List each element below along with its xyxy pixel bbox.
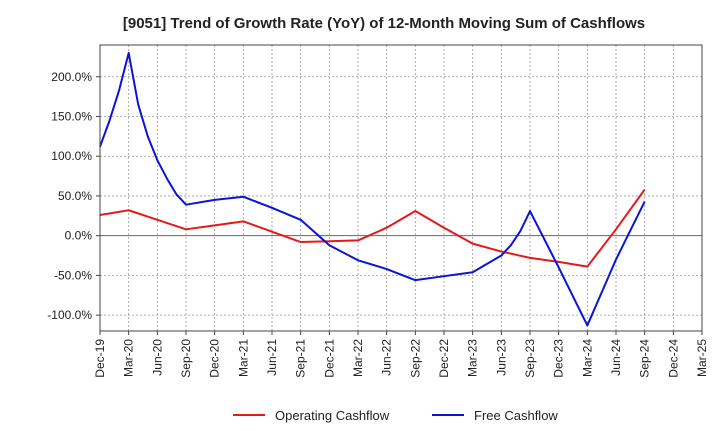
series-layer — [99, 44, 703, 332]
x-tick-label: Mar-21 — [236, 339, 250, 377]
x-tick-label: Jun-22 — [380, 339, 394, 376]
x-tick-label: Sep-20 — [179, 339, 193, 378]
x-tick-label: Mar-23 — [466, 339, 480, 377]
x-tick-label: Dec-24 — [666, 339, 680, 378]
y-axis: -100.0% -50.0% 0.0% 50.0% 100.0% 150.0% 200.0% — [47, 70, 100, 322]
x-tick-label: Mar-25 — [695, 339, 709, 377]
legend-label: Free Cashflow — [474, 408, 558, 423]
y-tick-label: 150.0% — [51, 110, 92, 124]
series-line-operating-cashflow — [99, 189, 646, 268]
legend-label: Operating Cashflow — [275, 408, 390, 423]
y-tick-label: -100.0% — [47, 308, 92, 322]
grid — [99, 45, 703, 331]
x-axis: Dec-19 Mar-20 Jun-20 Sep-20 Dec-20 Mar-21 Jun-… — [93, 331, 709, 378]
x-tick-label: Mar-24 — [580, 339, 594, 377]
x-tick-label: Sep-22 — [408, 339, 422, 378]
x-tick-label: Dec-20 — [208, 339, 222, 378]
x-tick-label: Jun-21 — [265, 339, 279, 376]
x-tick-label: Sep-24 — [638, 339, 652, 378]
x-tick-label: Jun-20 — [150, 339, 164, 376]
x-tick-label: Sep-21 — [294, 339, 308, 378]
x-tick-label: Dec-19 — [93, 339, 107, 378]
y-tick-label: 0.0% — [65, 229, 93, 243]
x-tick-label: Mar-20 — [122, 339, 136, 377]
y-tick-label: 100.0% — [51, 149, 92, 163]
x-tick-label: Mar-22 — [351, 339, 365, 377]
legend: Operating Cashflow Free Cashflow — [233, 408, 558, 423]
x-tick-label: Jun-24 — [609, 339, 623, 376]
plot-frame — [99, 44, 703, 332]
chart-title: [9051] Trend of Growth Rate (YoY) of 12-… — [123, 15, 645, 32]
y-tick-label: 50.0% — [58, 189, 92, 203]
y-tick-label: 200.0% — [51, 70, 92, 84]
x-tick-label: Jun-23 — [494, 339, 508, 376]
y-tick-label: -50.0% — [54, 268, 92, 282]
x-tick-label: Dec-21 — [322, 339, 336, 378]
x-tick-label: Sep-23 — [523, 339, 537, 378]
x-tick-label: Dec-23 — [552, 339, 566, 378]
series-line-free-cashflow — [99, 51, 646, 327]
x-tick-label: Dec-22 — [437, 339, 451, 378]
plot-area — [99, 44, 703, 332]
